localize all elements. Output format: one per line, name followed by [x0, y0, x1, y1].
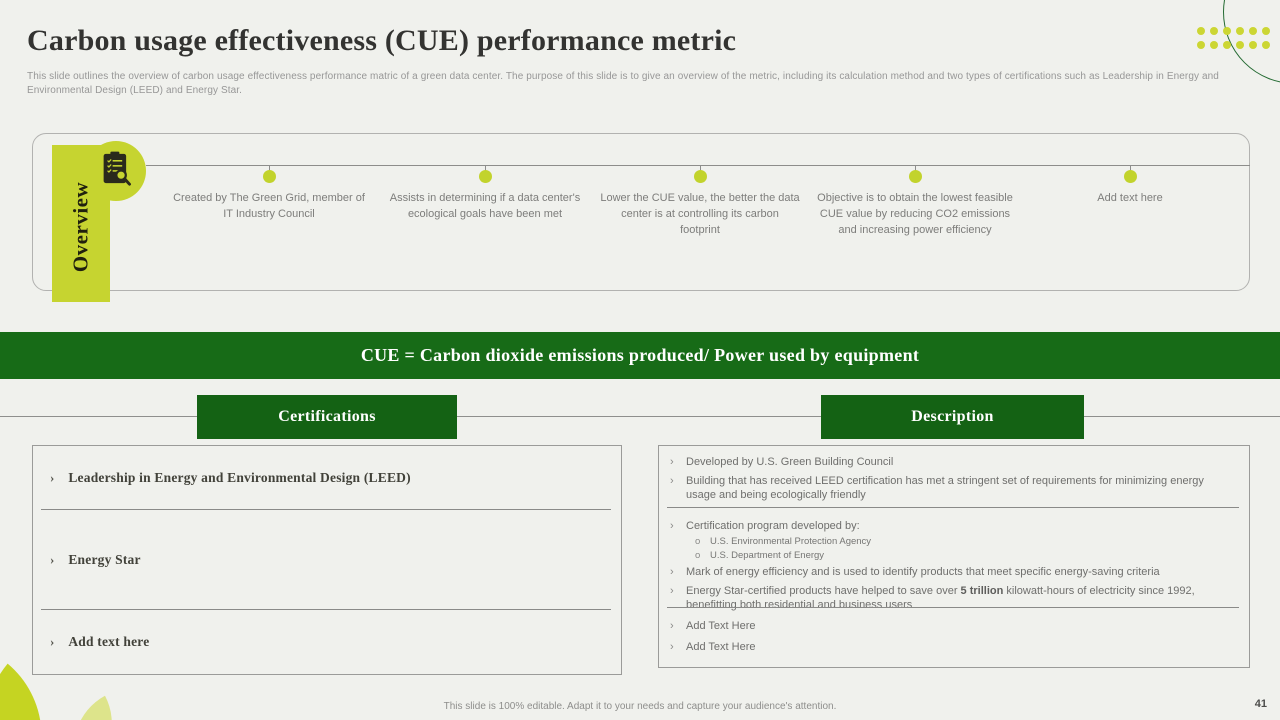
timeline-tick: [485, 165, 486, 172]
timeline-dot: [694, 170, 707, 183]
slide-subtitle: This slide outlines the overview of carb…: [27, 71, 1219, 96]
chevron-bullet-icon: ›: [50, 469, 55, 485]
overview-label: Overview: [68, 181, 93, 272]
timeline-tick: [700, 165, 701, 172]
chevron-bullet-icon: ›: [670, 584, 674, 597]
overview-icon-circle: [86, 141, 146, 201]
timeline-dot: [263, 170, 276, 183]
chevron-bullet-icon: ›: [670, 619, 674, 632]
formula-text: CUE = Carbon dioxide emissions produced/…: [360, 345, 920, 365]
timeline-tick: [915, 165, 916, 172]
list-item: › Leadership in Energy and Environmental…: [33, 446, 621, 509]
list-item: › Energy Star: [33, 510, 621, 608]
description-text: Energy Star-certified products have help…: [686, 584, 1195, 612]
dot-grid-decoration: [1197, 27, 1270, 49]
chevron-bullet-icon: ›: [670, 474, 674, 487]
description-panel: › Developed by U.S. Green Building Counc…: [658, 445, 1250, 668]
section-divider-rule: [0, 416, 1280, 417]
dot: [1223, 27, 1231, 35]
footer-note: This slide is 100% editable. Adapt it to…: [443, 701, 837, 712]
list-item: › Energy Star-certified products have he…: [659, 582, 1249, 615]
description-text: Building that has received LEED certific…: [686, 474, 1204, 502]
list-item: › Developed by U.S. Green Building Counc…: [659, 453, 1249, 472]
chevron-bullet-icon: ›: [670, 641, 674, 654]
chevron-bullet-icon: ›: [670, 456, 674, 468]
list-item: › Mark of energy efficiency and is used …: [659, 563, 1249, 582]
panel-divider: [667, 506, 1239, 508]
timeline-tick: [269, 165, 270, 172]
timeline-line: [146, 165, 1250, 166]
certification-leed: Leadership in Energy and Environmental D…: [68, 469, 411, 485]
timeline-tick: [1130, 165, 1131, 172]
chevron-bullet-icon: ›: [50, 551, 55, 567]
description-text: Developed by U.S. Green Building Council: [686, 456, 894, 468]
dot: [1249, 41, 1257, 49]
page-number: 41: [1254, 698, 1267, 710]
sub-list-item: o U.S. Environmental Protection Agency: [659, 535, 1249, 549]
sub-list-item: o U.S. Department of Energy: [659, 549, 1249, 563]
timeline-item-text: Lower the CUE value, the better the data…: [600, 192, 800, 236]
dot: [1223, 41, 1231, 49]
dot: [1210, 41, 1218, 49]
description-group-placeholder: › Add Text Here › Add Text Here: [659, 608, 1249, 667]
circle-bullet-icon: o: [695, 536, 701, 548]
dot: [1236, 27, 1244, 35]
description-header: Description: [821, 395, 1084, 439]
dot: [1262, 27, 1270, 35]
chevron-bullet-icon: ›: [670, 519, 674, 532]
list-item: › Building that has received LEED certif…: [659, 472, 1249, 505]
dot: [1197, 41, 1205, 49]
dot: [1249, 27, 1257, 35]
chevron-bullet-icon: ›: [670, 566, 674, 579]
list-item: › Add Text Here: [659, 638, 1249, 657]
description-sub-text: U.S. Environmental Protection Agency: [710, 536, 872, 548]
list-item: › Certification program developed by:: [659, 517, 1249, 536]
chevron-bullet-icon: ›: [50, 633, 55, 649]
timeline-dot: [909, 170, 922, 183]
description-group-energy-star: › Certification program developed by: o …: [659, 508, 1249, 612]
circle-bullet-icon: o: [695, 550, 701, 562]
dot: [1262, 41, 1270, 49]
description-placeholder[interactable]: Add Text Here: [686, 641, 756, 654]
page-title: Carbon usage effectiveness (CUE) perform…: [27, 24, 737, 57]
dot: [1236, 41, 1244, 49]
description-text: Certification program developed by:: [686, 519, 860, 532]
dot: [1197, 27, 1205, 35]
formula-banner: CUE = Carbon dioxide emissions produced/…: [0, 332, 1280, 379]
description-placeholder[interactable]: Add Text Here: [686, 619, 756, 632]
certification-placeholder[interactable]: Add text here: [68, 633, 150, 649]
description-group-leed: › Developed by U.S. Green Building Counc…: [659, 446, 1249, 507]
panel-divider: [41, 608, 611, 610]
timeline-dot: [1124, 170, 1137, 183]
panel-divider: [667, 606, 1239, 608]
timeline-item-text: Created by The Green Grid, member of IT …: [173, 192, 365, 220]
clipboard-search-icon: [100, 151, 132, 192]
timeline-item-text: Assists in determining if a data center'…: [389, 192, 581, 220]
certifications-panel: › Leadership in Energy and Environmental…: [32, 445, 622, 675]
description-text: Mark of energy efficiency and is used to…: [686, 566, 1160, 579]
list-item: › Add text here: [33, 610, 621, 674]
certifications-header: Certifications: [197, 395, 457, 439]
timeline-item-text-placeholder[interactable]: Add text here: [1097, 192, 1163, 204]
list-item: › Add Text Here: [659, 617, 1249, 636]
overview-panel: [32, 133, 1250, 291]
timeline-dot: [479, 170, 492, 183]
certification-energy-star: Energy Star: [68, 551, 141, 567]
description-sub-text: U.S. Department of Energy: [710, 550, 825, 562]
panel-divider: [41, 509, 611, 511]
timeline-item-text: Objective is to obtain the lowest feasib…: [817, 192, 1013, 236]
bold-figure: 5 trillion: [960, 584, 1004, 597]
dot: [1210, 27, 1218, 35]
